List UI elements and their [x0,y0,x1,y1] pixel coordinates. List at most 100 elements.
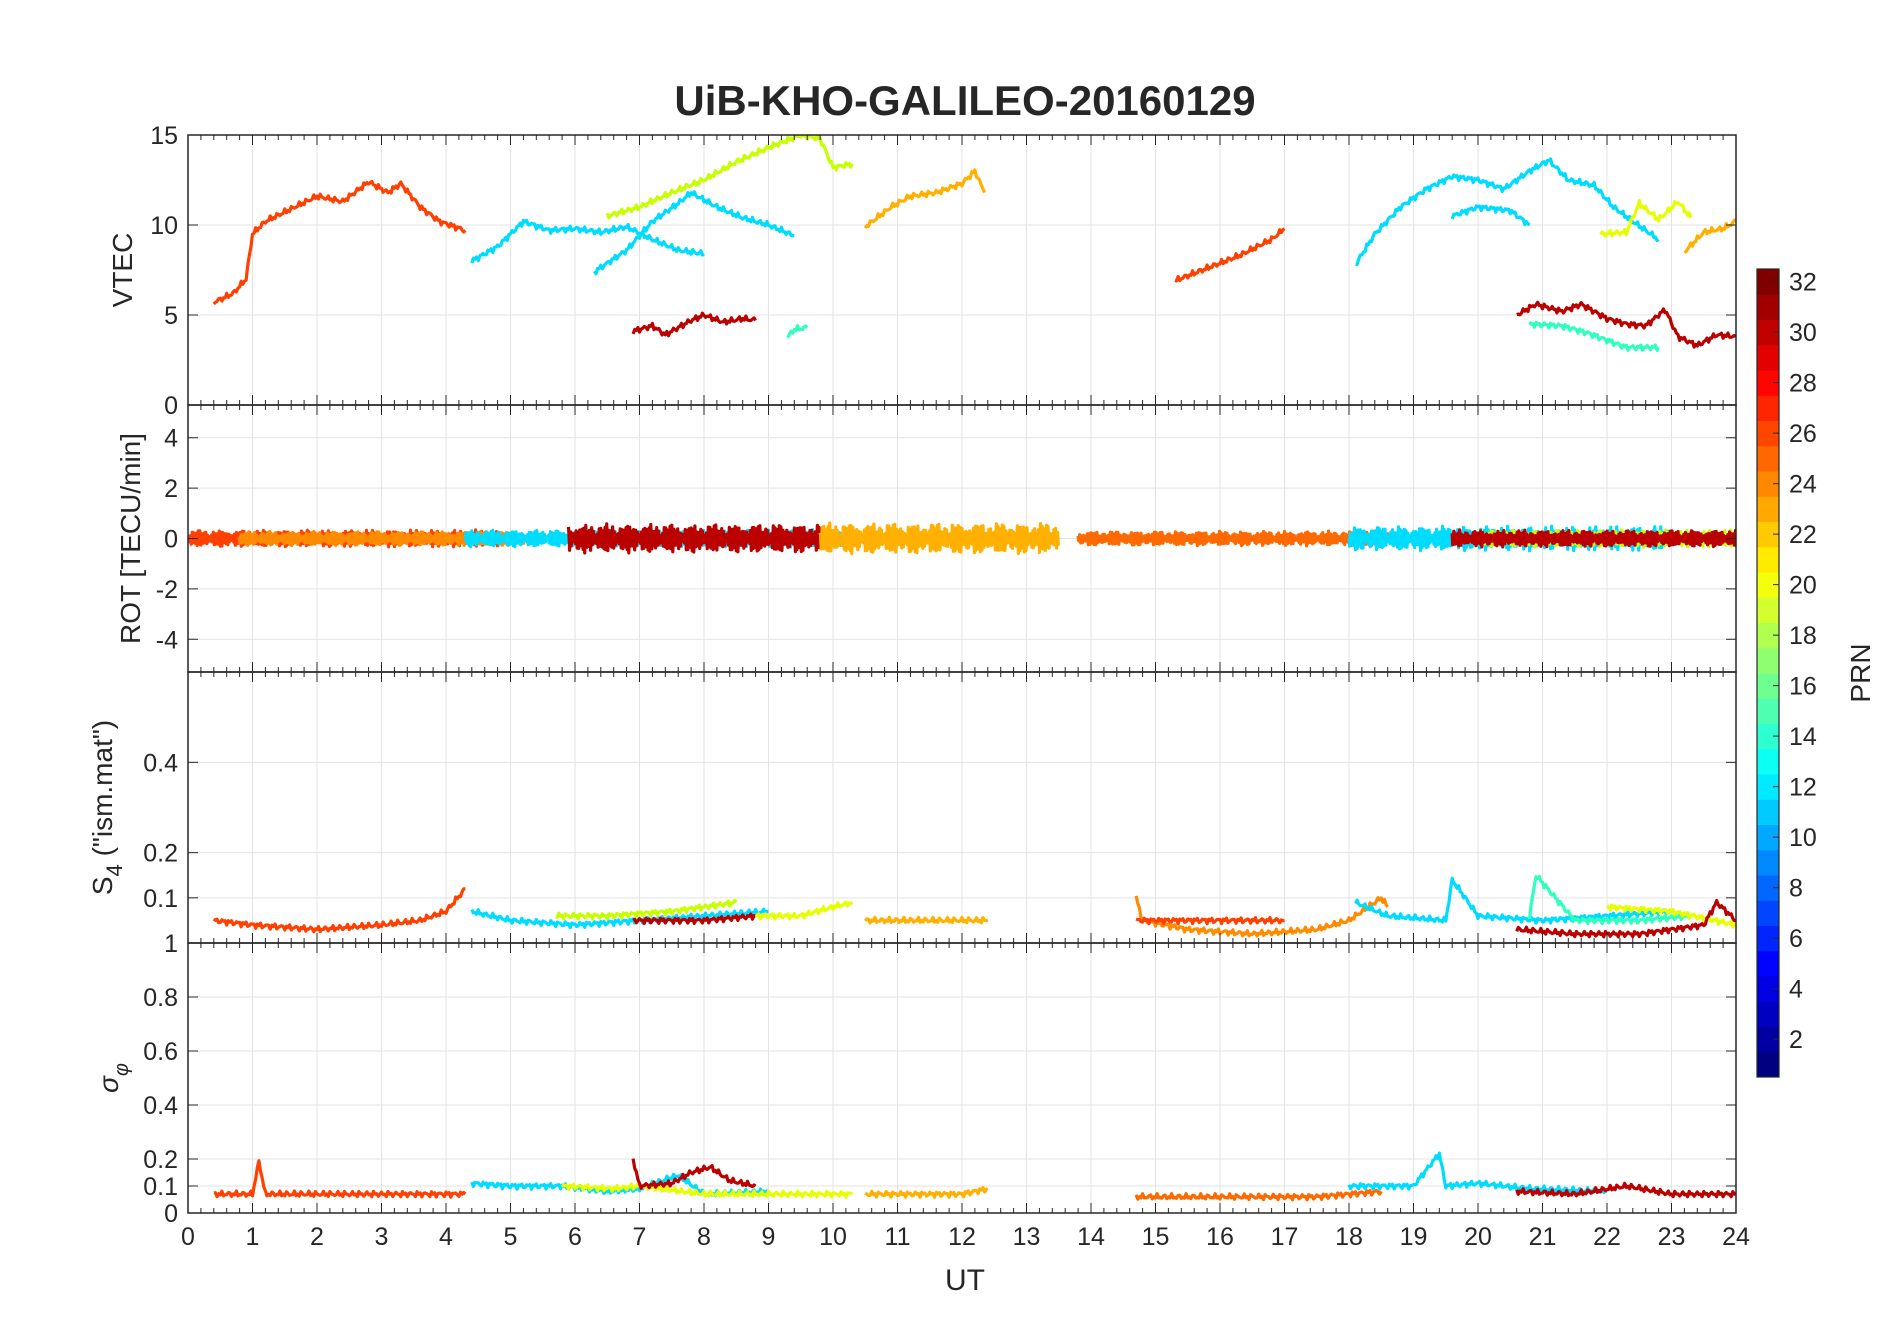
series-prn-12 [1347,1151,1608,1195]
series-prn-22 [864,1186,989,1199]
grid-sigma_phi [187,942,1737,1214]
x-tick-label: 9 [762,1223,776,1251]
series-prn-22 [864,915,988,925]
y-tick-label: 4 [164,425,178,453]
y-tick-label: 0 [164,1200,178,1228]
colorbar-segment [1757,1001,1779,1027]
colorbar-label: PRN [1845,643,1876,702]
colorbar-segment [1757,875,1779,901]
x-tick-label: 16 [1206,1223,1234,1251]
panel-rot: -4 -2 0 2 4 ROT [TECU/min] [115,404,1737,673]
colorbar-segment [1757,572,1779,598]
colorbar-segment [1757,521,1779,548]
colorbar-tick-label: 18 [1789,622,1817,650]
colorbar-segment [1757,824,1779,851]
x-tick-label: 13 [1013,1223,1041,1251]
series-prn-15 [1528,874,1693,926]
y-axis-label: ROT [TECU/min] [115,433,146,644]
y-tick-label: 0.4 [143,1092,178,1120]
colorbar-tick-label: 4 [1789,976,1803,1004]
series-prn-25 [1135,916,1285,926]
colorbar-tick-label: 22 [1789,521,1817,549]
series-prn-12 [593,190,795,276]
y-tick-label: 0.4 [143,749,178,777]
colorbar-segment [1757,269,1779,295]
x-tick-label: 11 [885,1223,911,1251]
x-tick-label: 21 [1529,1223,1557,1251]
y-tick-label: 0.2 [143,1146,178,1174]
y-tick-label: 0.6 [143,1038,178,1066]
colorbar-segment [1757,950,1779,977]
x-tick-label: 15 [1142,1223,1170,1251]
series-prn-30 [632,912,756,925]
x-tick-label: 0 [181,1223,195,1251]
series-prn-24 [1134,1188,1383,1202]
y-tick-label: 0.8 [143,984,178,1012]
x-tick-label: 22 [1593,1223,1621,1251]
x-axis-label: UT [945,1264,985,1297]
series-prn-22 [818,521,1061,556]
x-tick-label: 1 [246,1223,260,1251]
y-tick-label: 0.1 [143,885,178,913]
series-prn-25 [212,887,466,934]
colorbar-segment [1757,976,1779,1002]
x-tick-label: 6 [568,1223,582,1251]
colorbar-segment [1757,1051,1779,1078]
colorbar-segment [1757,698,1779,724]
chart-title: UiB-KHO-GALILEO-20160129 [674,77,1255,124]
colorbar-tick-label: 16 [1789,673,1817,701]
panel-sigma_phi: 00.10.2 0.4 0.6 0.8 1 σφ [93,930,1737,1228]
colorbar-tick-label: 26 [1789,420,1817,448]
colorbar-segment [1757,1026,1779,1053]
x-tick-label: 17 [1271,1223,1299,1251]
y-tick-label: -2 [156,576,178,604]
x-tick-label: 12 [948,1223,976,1251]
y-tick-label: -4 [156,626,178,654]
y-axis-rot: -4 -2 0 2 4 [156,425,1736,654]
series-prn-24 [1076,529,1390,548]
series-prn-25 [212,179,467,306]
x-tick-label: 7 [633,1223,647,1251]
y-tick-label: 0.1 [143,1173,178,1201]
series-prn-20 [754,900,854,921]
series-prn-20 [1607,903,1736,929]
series-group-rot [188,521,1736,556]
y-tick-label: 5 [164,302,178,330]
x-ticks-rot [187,405,1737,672]
x-tick-label: 8 [697,1223,711,1251]
x-tick-label: 5 [504,1223,518,1251]
colorbar-frame [1756,268,1780,1078]
x-tick-label: 3 [375,1223,389,1251]
colorbar-tick-label: 32 [1789,269,1817,297]
colorbar-tick-label: 30 [1789,319,1817,347]
x-tick-label: 20 [1464,1223,1492,1251]
series-prn-30 [1450,528,1736,549]
series-prn-15 [786,324,809,339]
colorbar-tick-label: 2 [1789,1026,1803,1054]
y-axis-label: S4 ("ism.mat") [87,720,127,895]
colorbar-segment [1757,294,1779,320]
colorbar-segment [1757,319,1779,346]
colorbar-segment [1757,471,1779,497]
series-prn-20 [1599,199,1693,238]
x-ticks-s4 [187,672,1737,943]
x-tick-label: 19 [1400,1223,1428,1251]
y-tick-label: 0 [164,526,178,554]
series-prn-19 [605,135,854,220]
series-prn-25 [1174,227,1286,283]
x-tick-label: 23 [1658,1223,1686,1251]
series-group-vtec [212,135,1736,352]
colorbar-segment [1757,622,1779,649]
x-ticks-vtec [187,135,1737,405]
series-group-s4 [212,874,1736,939]
y-tick-label: 1 [164,930,178,958]
colorbar-tick-label: 8 [1789,875,1803,903]
series-prn-22 [1683,218,1736,254]
colorbar-segment [1757,420,1779,447]
colorbar-segment [1757,723,1779,750]
colorbar-segment [1757,546,1779,573]
series-prn-12 [1450,204,1531,227]
